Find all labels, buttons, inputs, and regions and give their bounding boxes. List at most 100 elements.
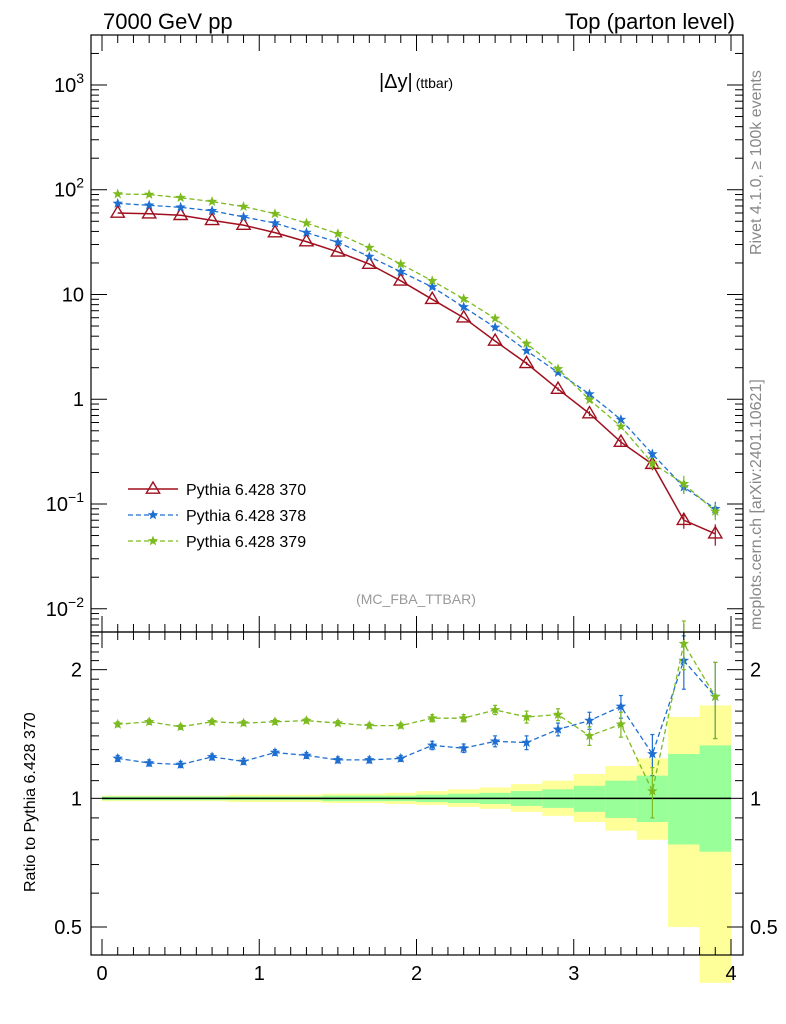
data-point (109, 204, 126, 218)
plot-title-main: |Δy| (379, 71, 413, 93)
data-point (615, 420, 627, 431)
mcplots-label: mcplots.cern.ch [arXiv:2401.10621] (748, 379, 765, 630)
y-tick-label: 102 (54, 175, 84, 202)
data-point (455, 309, 472, 323)
ratio-point (395, 720, 406, 730)
data-point (613, 433, 629, 447)
data-point (427, 281, 438, 292)
ratio-point (301, 749, 312, 760)
data-point (206, 205, 218, 216)
ratio-y-tick-label: 0.5 (54, 917, 82, 939)
ratio-point (238, 755, 249, 766)
legend: Pythia 6.428 370 Pythia 6.428 378 Pythia 6… (128, 480, 306, 551)
data-point (458, 301, 469, 312)
legend-marker (147, 509, 159, 520)
data-point (581, 405, 598, 419)
ratio-point (647, 785, 658, 796)
series-1 (112, 197, 721, 518)
ratio-series-0 (112, 635, 721, 777)
legend-label: Pythia 6.428 378 (186, 508, 306, 525)
data-point (112, 197, 123, 208)
y-tick-base: 10 (62, 284, 84, 306)
x-tick-label: 1 (254, 963, 265, 985)
data-point (489, 313, 501, 323)
data-point (172, 206, 189, 221)
data-point (707, 525, 724, 539)
data-point (615, 414, 627, 424)
data-point (518, 355, 535, 369)
y-tick-base: 1 (73, 389, 84, 411)
data-point (141, 205, 158, 219)
ratio-point (206, 716, 218, 727)
x-tick-label: 0 (96, 963, 107, 985)
header-left: 7000 GeV pp (103, 9, 233, 34)
data-point (392, 272, 409, 286)
ratio-point (647, 748, 658, 759)
data-point (361, 255, 378, 270)
ratio-series-1 (112, 620, 721, 819)
y-tick-label: 10−2 (46, 594, 84, 621)
ratio-point (489, 704, 501, 715)
legend-label: Pythia 6.428 370 (186, 482, 306, 499)
header-right: Top (parton level) (565, 9, 735, 34)
series-2 (112, 188, 721, 521)
ratio-y-tick-label: 1 (71, 788, 82, 810)
data-point (301, 227, 312, 237)
data-point (329, 243, 346, 257)
data-point (298, 233, 315, 247)
plot-title-sub: (ttbar) (416, 75, 453, 91)
data-point (458, 293, 469, 304)
ratio-point (175, 759, 186, 769)
data-point (269, 217, 281, 228)
y-tick-label: 10−1 (46, 489, 84, 516)
ratio-point (395, 752, 406, 763)
data-point (487, 332, 504, 346)
ratio-point (269, 716, 281, 727)
ratio-point (615, 718, 627, 729)
ratio-point (112, 752, 123, 763)
ratio-point (301, 715, 312, 726)
watermark: (MC_FBA_TTBAR) (356, 591, 476, 607)
series-line-1 (117, 202, 716, 510)
data-point (675, 511, 692, 526)
data-point (175, 192, 186, 203)
y-tick-base: 10 (54, 180, 76, 202)
data-point (521, 338, 532, 348)
data-point (647, 457, 658, 468)
data-point (584, 388, 595, 399)
ratio-point (521, 711, 532, 722)
data-point (269, 208, 281, 219)
data-point (710, 505, 721, 516)
data-point (332, 228, 344, 239)
y-tick-label: 103 (54, 70, 84, 97)
ratio-point (175, 721, 186, 732)
x-tick-label: 2 (411, 963, 422, 985)
ratio-point (332, 754, 344, 765)
ratio-point (710, 691, 721, 701)
ratio-y-tick-label: 2 (71, 660, 82, 682)
ratio-line-1 (117, 641, 716, 794)
data-point (238, 201, 249, 212)
x-tick-label: 3 (568, 963, 579, 985)
data-point (521, 345, 532, 356)
ratio-y-tick-label-right: 2 (750, 660, 761, 682)
data-point (364, 242, 375, 253)
ratio-point (584, 730, 595, 741)
ratio-point (143, 757, 155, 768)
band-green (668, 753, 700, 845)
ratio-ylabel: Ratio to Pythia 6.428 370 (22, 712, 39, 892)
y-tick-exp: 3 (76, 70, 84, 86)
data-point (301, 217, 312, 228)
data-point (550, 380, 566, 394)
ratio-point (206, 751, 218, 762)
ratio-point (364, 754, 375, 765)
plot-title: |Δy| (ttbar) (379, 71, 453, 93)
rivet-label: Rivet 4.1.0, ≥ 100k events (748, 70, 765, 255)
ratio-y-tick-label-right: 0.5 (750, 917, 778, 939)
legend-marker (147, 535, 159, 546)
y-tick-label: 10 (62, 284, 84, 306)
ratio-point (552, 723, 564, 734)
data-point (647, 448, 658, 459)
ratio-point (584, 715, 595, 726)
